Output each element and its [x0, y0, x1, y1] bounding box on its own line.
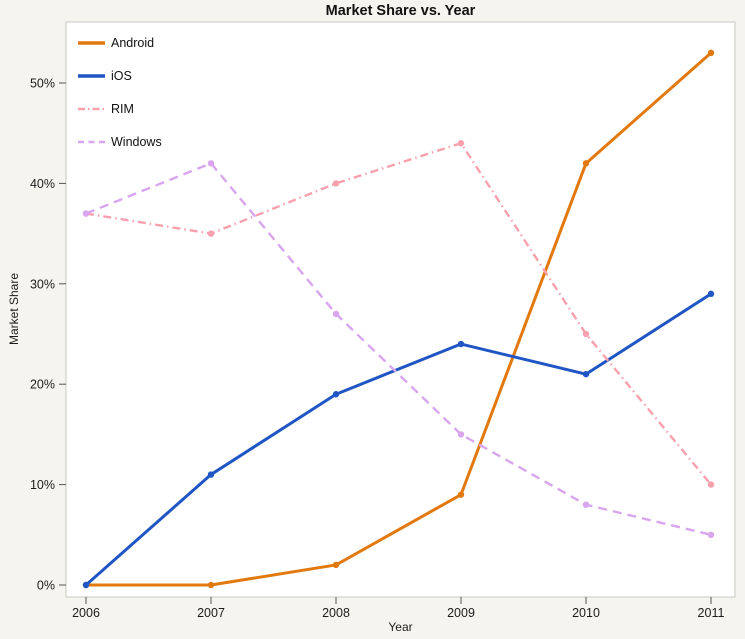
x-tick-label: 2008 [322, 606, 350, 620]
legend-swatch-icon [78, 73, 105, 78]
series-point-rim [582, 330, 590, 338]
series-point-windows [457, 431, 465, 438]
legend-label: iOS [111, 68, 132, 83]
legend-item-windows: Windows [78, 125, 162, 158]
y-axis-title: Market Share [7, 272, 21, 346]
series-line-windows [85, 162, 712, 536]
series-point-android [207, 581, 215, 589]
series-line-android [86, 51, 712, 587]
legend-swatch-icon [78, 40, 105, 45]
plot-area [65, 21, 736, 598]
series-point-android [707, 49, 715, 57]
x-tick-label: 2010 [572, 606, 600, 620]
series-point-windows [582, 501, 590, 508]
series-point-windows [707, 531, 715, 538]
y-tick-label: 0% [37, 579, 55, 593]
y-tick-label: 30% [30, 277, 55, 291]
legend-label: Windows [111, 134, 162, 149]
x-tick-label: 2006 [72, 606, 100, 620]
series-point-android [582, 160, 590, 167]
y-tick-label: 20% [30, 378, 55, 392]
series-point-android [332, 561, 340, 569]
legend-swatch-icon [78, 140, 105, 143]
series-point-windows [207, 160, 215, 167]
series-point-ios [82, 581, 90, 589]
series-point-windows [82, 210, 90, 217]
series-point-rim [457, 140, 465, 147]
series-point-rim [332, 180, 340, 187]
y-tick-label: 10% [30, 478, 55, 492]
series-point-ios [457, 340, 465, 348]
legend-item-ios: iOS [78, 59, 162, 92]
legend-swatch-icon [78, 107, 105, 110]
series-point-ios [582, 370, 590, 378]
y-tick-label: 40% [30, 177, 55, 191]
x-axis-title: Year [388, 620, 413, 634]
series-line-rim [85, 142, 712, 486]
legend-label: Android [111, 35, 155, 50]
legend: Android iOS RIM Windows [78, 26, 162, 158]
x-tick-label: 2011 [698, 606, 725, 620]
legend-label: RIM [111, 101, 134, 116]
series-point-rim [207, 230, 215, 237]
x-tick-label: 2007 [197, 606, 225, 620]
series-point-ios [707, 290, 715, 298]
series-point-rim [707, 481, 715, 488]
y-tick-label: 50% [30, 77, 55, 91]
chart-title: Market Share vs. Year [325, 3, 476, 19]
series-point-ios [207, 471, 215, 478]
x-tick-label: 2009 [447, 606, 475, 620]
series-point-windows [332, 310, 340, 318]
series-point-ios [332, 391, 340, 398]
legend-item-rim: RIM [78, 92, 162, 125]
legend-item-android: Android [78, 26, 162, 59]
series-point-android [457, 491, 465, 498]
